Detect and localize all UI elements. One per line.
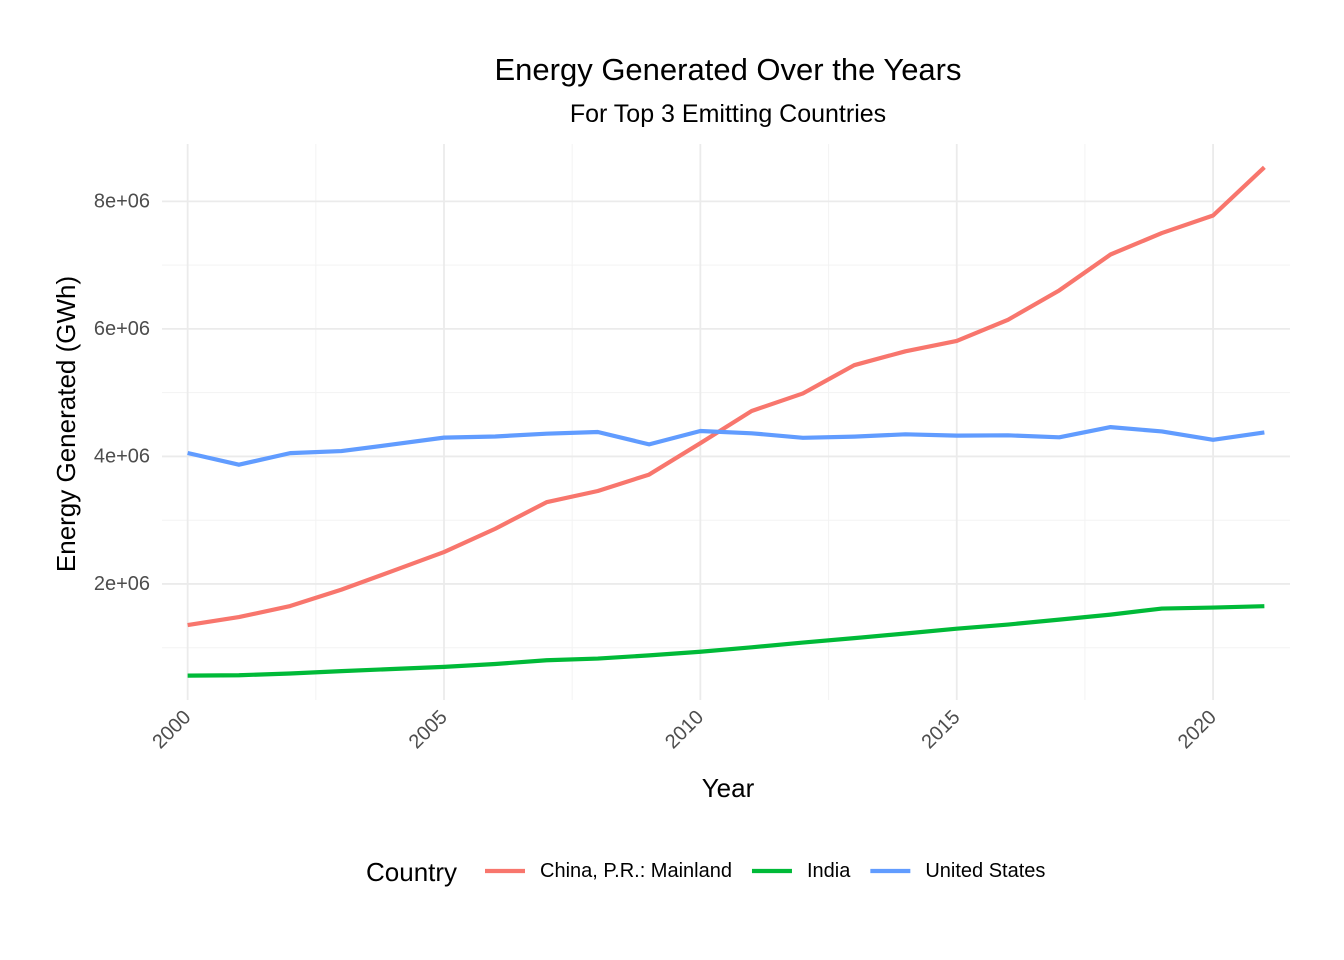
y-tick-label: 8e+06 — [94, 190, 150, 212]
x-axis-ticks: 2000 2005 2010 2015 2020 — [148, 706, 1220, 753]
x-axis-title: Year — [702, 773, 755, 803]
chart-title: Energy Generated Over the Years — [494, 52, 961, 87]
series-line-india — [187, 604, 1265, 678]
legend-label: China, P.R.: Mainland — [540, 860, 732, 882]
y-axis-title: Energy Generated (GWh) — [51, 276, 81, 572]
series-line-united-states — [187, 425, 1265, 467]
legend: Country China, P.R.: Mainland India United… — [366, 857, 1045, 887]
legend-label: India — [807, 860, 851, 882]
legend-title: Country — [366, 857, 457, 887]
x-tick-label: 2000 — [148, 706, 195, 753]
gridlines — [162, 144, 1290, 700]
chart-subtitle: For Top 3 Emitting Countries — [570, 100, 886, 128]
legend-items: China, P.R.: Mainland India United States — [485, 860, 1045, 882]
y-tick-label: 4e+06 — [94, 445, 150, 467]
y-axis-ticks: 2e+06 4e+06 6e+06 8e+06 — [94, 190, 150, 595]
y-tick-label: 6e+06 — [94, 318, 150, 340]
y-tick-label: 2e+06 — [94, 573, 150, 595]
x-tick-label: 2020 — [1174, 706, 1221, 753]
series-lines — [187, 165, 1266, 678]
x-tick-label: 2005 — [405, 706, 452, 753]
legend-label: United States — [925, 860, 1045, 882]
x-tick-label: 2010 — [661, 706, 708, 753]
x-tick-label: 2015 — [917, 706, 964, 753]
series-line-china-p-r-mainland — [187, 165, 1266, 628]
